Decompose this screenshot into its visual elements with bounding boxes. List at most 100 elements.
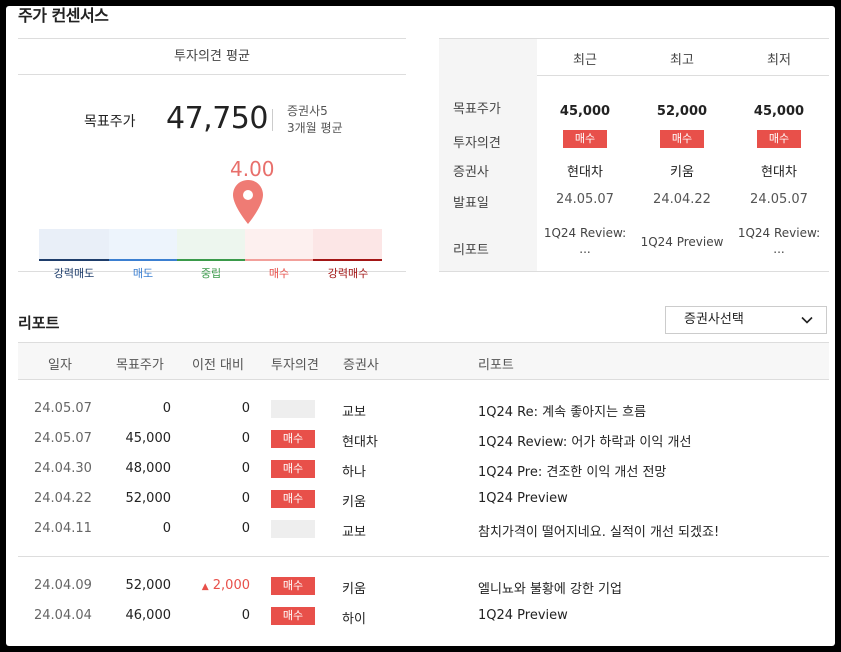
- row-target-price: 52,000: [125, 578, 172, 593]
- low-firm: 현대차: [761, 165, 797, 180]
- row-date: 24.05.07: [34, 401, 92, 416]
- average-opinion-panel: 투자의견 평균 목표주가 47,750 증권사5 3개월 평균 4.00 강력매…: [18, 38, 406, 280]
- target-price-meta: 증권사5 3개월 평균: [287, 103, 343, 137]
- empty-opinion-badge: [271, 520, 315, 538]
- buy-badge: 매수: [271, 577, 315, 595]
- change-value: 0: [241, 608, 250, 623]
- chevron-down-icon: [800, 311, 814, 337]
- header-opinion: 투자의견: [271, 358, 319, 373]
- high-date: 24.04.22: [653, 192, 711, 207]
- row-label-date: 발표일: [453, 196, 489, 211]
- row-opinion: 매수: [271, 490, 315, 508]
- scale-strong-sell-line: [39, 259, 109, 261]
- recent-price: 45,000: [559, 104, 611, 119]
- opinion-score: 4.00: [230, 157, 275, 181]
- recent-high-low-panel: 최근 최고 최저 목표주가 투자의견 증권사 발표일 리포트 45,000 매수…: [439, 38, 829, 272]
- row-firm: 현대차: [342, 435, 378, 450]
- row-label-column: [439, 39, 537, 271]
- high-opinion: 매수: [634, 130, 730, 148]
- change-value: ▲ 2,000: [202, 578, 250, 593]
- high-firm: 키움: [670, 165, 694, 180]
- row-date: 24.04.09: [34, 578, 92, 593]
- table-row[interactable]: 24.05.07 45,000 0 매수 현대차 1Q24 Review: 어가 하락과 …: [18, 424, 829, 454]
- firm-select-dropdown[interactable]: 증권사선택: [665, 306, 827, 334]
- scale-strong-buy-line: [313, 259, 382, 261]
- location-pin-icon: [232, 179, 264, 229]
- buy-badge: 매수: [271, 460, 315, 478]
- table-row[interactable]: 24.04.04 46,000 0 매수 하이 1Q24 Preview: [18, 601, 829, 631]
- average-period: 3개월 평균: [287, 121, 343, 135]
- buy-badge: 매수: [271, 490, 315, 508]
- group-divider: [18, 556, 829, 557]
- row-target-price: 0: [162, 521, 171, 536]
- row-opinion: [271, 520, 315, 542]
- row-target-price: 46,000: [125, 608, 172, 623]
- buy-badge: 매수: [660, 130, 704, 148]
- row-report-title[interactable]: 1Q24 Preview: [478, 608, 568, 623]
- row-label-firm: 증권사: [453, 165, 489, 180]
- reports-table-header: 일자 목표주가 이전 대비 투자의견 증권사 리포트: [18, 342, 829, 380]
- row-report-title[interactable]: 참치가격이 떨어지네요. 실적이 개선 되겠죠!: [478, 525, 720, 540]
- table-row[interactable]: 24.04.30 48,000 0 매수 하나 1Q24 Pre: 견조한 이익 개선 전…: [18, 454, 829, 484]
- section-title: 주가 컨센서스: [18, 6, 109, 25]
- row-firm: 교보: [342, 405, 366, 420]
- empty-opinion-badge: [271, 400, 315, 418]
- row-report-title[interactable]: 1Q24 Re: 계속 좋아지는 흐름: [478, 405, 647, 420]
- row-report-title[interactable]: 1Q24 Pre: 견조한 이익 개선 전망: [478, 465, 667, 480]
- row-firm: 교보: [342, 525, 366, 540]
- row-opinion: 매수: [271, 607, 315, 625]
- buy-badge: 매수: [563, 130, 607, 148]
- row-report-title[interactable]: 엘니뇨와 불황에 강한 기업: [478, 582, 622, 597]
- table-row[interactable]: 24.04.09 52,000 ▲ 2,000 매수 키움 엘니뇨와 불황에 강한 기업: [18, 571, 829, 601]
- row-target-price: 52,000: [125, 491, 172, 506]
- table-row[interactable]: 24.04.22 52,000 0 매수 키움 1Q24 Preview: [18, 484, 829, 514]
- row-target-price: 45,000: [125, 431, 172, 446]
- scale-sell-line: [109, 259, 177, 261]
- scale-label-buy: 매수: [268, 267, 290, 280]
- row-opinion: 매수: [271, 430, 315, 448]
- row-label-target-price: 목표주가: [453, 102, 501, 117]
- change-value: 0: [241, 461, 250, 476]
- high-report-link[interactable]: 1Q24 Preview: [640, 235, 724, 249]
- header-report: 리포트: [478, 358, 514, 373]
- header-date: 일자: [48, 358, 72, 373]
- row-date: 24.05.07: [34, 431, 92, 446]
- recent-firm: 현대차: [567, 165, 603, 180]
- triangle-up-icon: ▲: [201, 582, 209, 592]
- recent-date: 24.05.07: [556, 192, 614, 207]
- low-opinion: 매수: [731, 130, 827, 148]
- low-date: 24.05.07: [750, 192, 808, 207]
- recent-report-link[interactable]: 1Q24 Review: ...: [543, 226, 627, 256]
- row-firm: 키움: [342, 495, 366, 510]
- scale-label-sell: 매도: [132, 267, 154, 280]
- scale-buy-line: [245, 259, 313, 261]
- row-firm: 하이: [342, 612, 366, 627]
- header-firm: 증권사: [343, 358, 379, 373]
- table-row[interactable]: 24.04.11 0 0 교보 참치가격이 떨어지네요. 실적이 개선 되겠죠!: [18, 514, 829, 544]
- low-report-link[interactable]: 1Q24 Review: ...: [737, 226, 821, 256]
- consensus-panel: 주가 컨센서스 투자의견 평균 목표주가 47,750 증권사5 3개월 평균 …: [6, 6, 835, 646]
- target-price-label: 목표주가: [84, 114, 136, 130]
- divider: [272, 109, 273, 131]
- scale-sell-fill: [109, 229, 177, 259]
- low-price: 45,000: [753, 104, 805, 119]
- scale-strong-sell-fill: [39, 229, 109, 259]
- target-price-value: 47,750: [166, 101, 268, 136]
- row-date: 24.04.04: [34, 608, 92, 623]
- row-report-title[interactable]: 1Q24 Preview: [478, 491, 568, 506]
- buy-badge: 매수: [271, 430, 315, 448]
- header-divider: [537, 75, 829, 76]
- scale-label-strong-buy: 강력매수: [327, 267, 369, 280]
- header-change: 이전 대비: [192, 358, 244, 373]
- average-opinion-header: 투자의견 평균: [18, 39, 406, 75]
- row-firm: 하나: [342, 465, 366, 480]
- row-date: 24.04.30: [34, 461, 92, 476]
- row-report-title[interactable]: 1Q24 Review: 어가 하락과 이익 개선: [478, 435, 692, 450]
- scale-label-neutral: 중립: [200, 267, 222, 280]
- scale-buy-fill: [245, 229, 313, 259]
- row-date: 24.04.22: [34, 491, 92, 506]
- row-label-report: 리포트: [453, 243, 489, 258]
- table-row[interactable]: 24.05.07 0 0 교보 1Q24 Re: 계속 좋아지는 흐름: [18, 394, 829, 424]
- reports-title: 리포트: [18, 314, 60, 332]
- buy-badge: 매수: [271, 607, 315, 625]
